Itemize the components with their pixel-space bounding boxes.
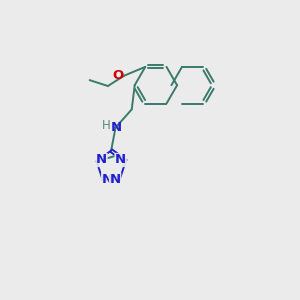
Text: H: H (102, 119, 110, 132)
Text: N: N (110, 173, 121, 186)
Text: N: N (102, 173, 113, 186)
Text: O: O (112, 69, 124, 82)
Text: N: N (96, 154, 107, 166)
Text: N: N (111, 121, 122, 134)
Text: N: N (115, 154, 126, 166)
